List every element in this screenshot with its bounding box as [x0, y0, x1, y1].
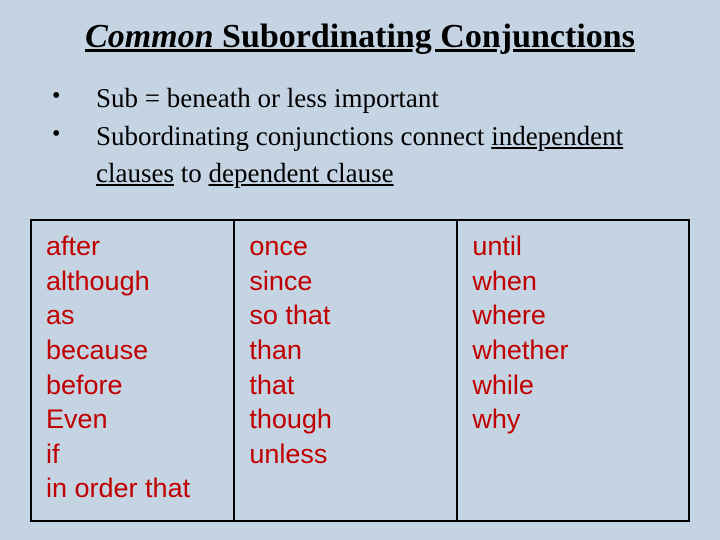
- conjunction-word: why: [472, 402, 674, 437]
- conjunction-word: once: [249, 229, 442, 264]
- conjunction-word: because: [46, 333, 219, 368]
- conjunction-word: where: [472, 298, 674, 333]
- conjunction-word: while: [472, 368, 674, 403]
- conjunction-word: whether: [472, 333, 674, 368]
- conjunction-word: in order that: [46, 471, 219, 506]
- conjunction-table: after although as because before Even if…: [30, 219, 690, 521]
- bullet-underline: dependent clause: [208, 158, 393, 188]
- conjunction-word: when: [472, 264, 674, 299]
- bullet-text: Sub = beneath or less important: [96, 83, 439, 113]
- conjunction-word: than: [249, 333, 442, 368]
- bullet-item: Sub = beneath or less important: [52, 80, 668, 116]
- table-col-2: once since so that than that though unle…: [235, 221, 458, 519]
- conjunction-word: before: [46, 368, 219, 403]
- bullet-list: Sub = beneath or less important Subordin…: [52, 80, 668, 191]
- table-col-1: after although as because before Even if…: [32, 221, 235, 519]
- conjunction-word: until: [472, 229, 674, 264]
- page-title: Common Subordinating Conjunctions: [28, 18, 692, 56]
- conjunction-word: if: [46, 437, 219, 472]
- conjunction-word: although: [46, 264, 219, 299]
- conjunction-word: unless: [249, 437, 442, 472]
- conjunction-word: Even: [46, 402, 219, 437]
- conjunction-word: after: [46, 229, 219, 264]
- conjunction-word: as: [46, 298, 219, 333]
- table-col-3: until when where whether while why: [458, 221, 688, 519]
- conjunction-word: since: [249, 264, 442, 299]
- bullet-item: Subordinating conjunctions connect indep…: [52, 118, 668, 191]
- bullet-text: Subordinating conjunctions connect: [96, 121, 491, 151]
- bullet-text: to: [174, 158, 209, 188]
- title-plain-part: Subordinating Conjunctions: [214, 18, 635, 55]
- conjunction-word: so that: [249, 298, 442, 333]
- title-italic-part: Common: [85, 18, 213, 55]
- conjunction-word: that: [249, 368, 442, 403]
- conjunction-word: though: [249, 402, 442, 437]
